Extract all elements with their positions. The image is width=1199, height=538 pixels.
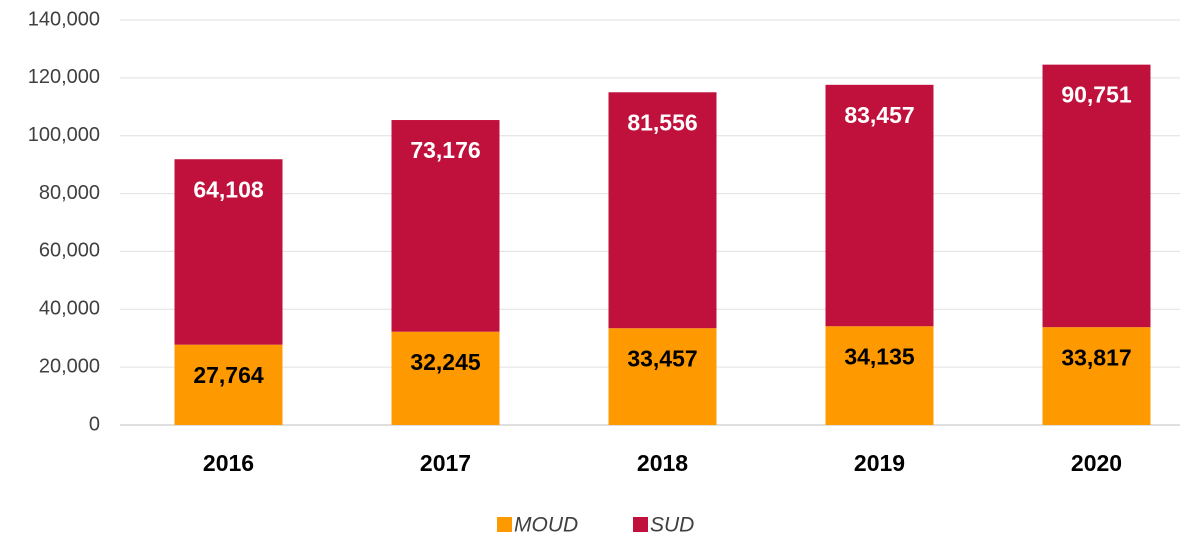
data-label: 33,817 bbox=[1061, 344, 1131, 370]
bar-segment bbox=[608, 92, 717, 329]
bar-segment bbox=[174, 159, 283, 345]
y-tick-label: 60,000 bbox=[39, 240, 100, 262]
data-label: 33,457 bbox=[627, 345, 697, 371]
data-label: 27,764 bbox=[193, 362, 264, 388]
x-tick-label: 2020 bbox=[1071, 450, 1122, 476]
y-tick-label: 0 bbox=[89, 413, 100, 435]
y-tick-label: 120,000 bbox=[28, 66, 100, 88]
legend-label: MOUD bbox=[514, 514, 578, 537]
x-tick-label: 2018 bbox=[637, 450, 688, 476]
bar-segment bbox=[174, 344, 283, 425]
y-tick-label: 100,000 bbox=[28, 124, 100, 146]
x-tick-label: 2019 bbox=[854, 450, 905, 476]
x-tick-label: 2016 bbox=[203, 450, 254, 476]
data-label: 32,245 bbox=[410, 349, 481, 375]
legend-swatch bbox=[497, 517, 512, 532]
bar-segment bbox=[391, 331, 500, 425]
bar-segment bbox=[391, 120, 500, 332]
y-tick-label: 140,000 bbox=[28, 8, 100, 30]
bar-segment bbox=[608, 328, 717, 425]
data-label: 81,556 bbox=[627, 109, 697, 135]
data-label: 83,457 bbox=[844, 102, 914, 128]
y-tick-label: 20,000 bbox=[39, 355, 100, 377]
bar-segment bbox=[825, 326, 934, 425]
legend-swatch bbox=[633, 517, 648, 532]
y-tick-label: 80,000 bbox=[39, 182, 100, 204]
data-label: 90,751 bbox=[1061, 82, 1132, 108]
data-label: 73,176 bbox=[410, 137, 480, 163]
data-label: 64,108 bbox=[193, 176, 264, 202]
bar-segment bbox=[1042, 64, 1151, 328]
x-tick-label: 2017 bbox=[420, 450, 471, 476]
bar-segment bbox=[825, 84, 934, 327]
data-label: 34,135 bbox=[844, 343, 915, 369]
bar-segment bbox=[1042, 327, 1151, 425]
y-tick-label: 40,000 bbox=[39, 298, 100, 320]
legend-label: SUD bbox=[650, 514, 694, 537]
